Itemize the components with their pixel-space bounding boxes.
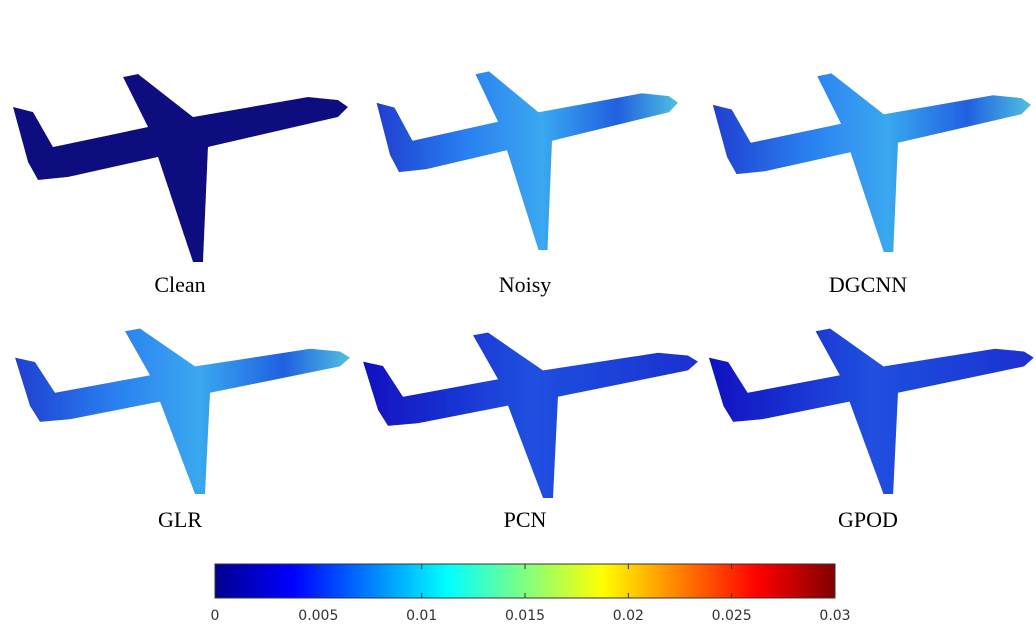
tick-label: 0.015 [505, 608, 545, 624]
tick-label: 0 [211, 608, 220, 624]
glr-cloud [15, 329, 350, 494]
panel-label: DGCNN [829, 272, 907, 297]
panel-label: GPOD [838, 507, 898, 532]
tick-label: 0.025 [712, 608, 752, 624]
dgcnn-cloud [713, 73, 1031, 252]
colorbar [215, 564, 835, 598]
pcn-cloud [363, 333, 698, 498]
tick-label: 0.01 [406, 608, 437, 624]
panel-label: PCN [504, 507, 547, 532]
panel-label: GLR [158, 507, 202, 532]
panel-label: Clean [154, 272, 205, 297]
noisy-cloud [377, 71, 679, 250]
tick-label: 0.02 [613, 608, 644, 624]
tick-label: 0.005 [298, 608, 338, 624]
panel-label: Noisy [499, 272, 552, 297]
tick-label: 0.03 [819, 608, 850, 624]
clean-cloud [13, 74, 348, 262]
figure: Clean Noisy DGCNN GLR PCN GPOD 0 0.005 0.0… [0, 0, 1036, 630]
gpod-cloud [709, 329, 1034, 494]
